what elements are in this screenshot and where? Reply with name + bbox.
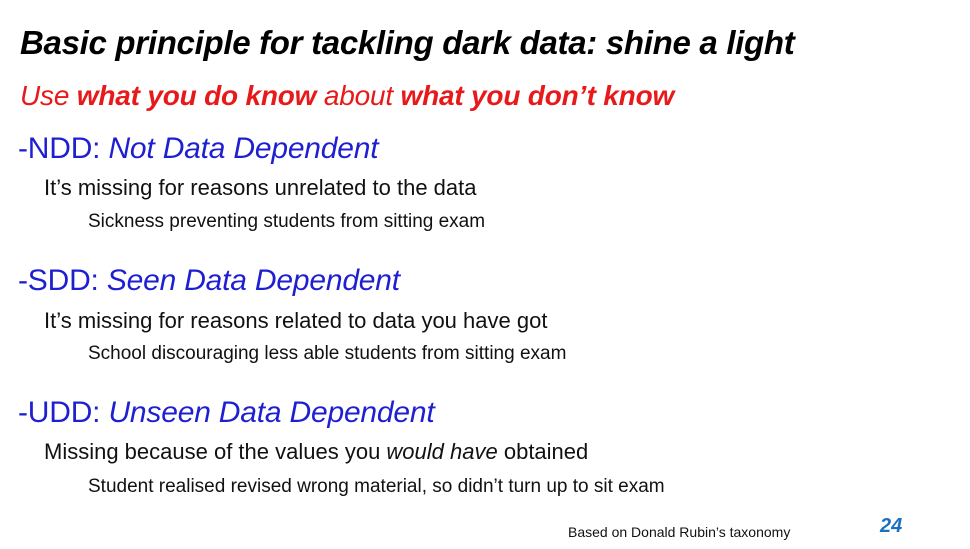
sdd-prefix: -SDD: [18, 264, 107, 297]
ndd-name: Not Data Dependent [108, 132, 379, 165]
udd-name: Unseen Data Dependent [108, 396, 435, 429]
footer-note: Based on Donald Rubin’s taxonomy [568, 524, 791, 540]
udd-description-text-2: obtained [497, 439, 589, 464]
udd-description-emphasis: would have [386, 439, 498, 464]
ndd-example: Sickness preventing students from sittin… [88, 211, 486, 232]
ndd-heading: -NDD: Not Data Dependent [18, 132, 379, 166]
slide-subtitle: Use what you do know about what you don’… [20, 80, 674, 112]
subtitle-text-1: Use [20, 80, 77, 111]
sdd-example: School discouraging less able students f… [88, 343, 567, 364]
udd-description: Missing because of the values you would … [44, 439, 588, 465]
udd-example: Student realised revised wrong material,… [88, 476, 665, 497]
ndd-prefix: -NDD: [18, 132, 109, 165]
udd-heading: -UDD: Unseen Data Dependent [18, 396, 435, 430]
udd-prefix: -UDD: [18, 396, 109, 429]
slide-title: Basic principle for tackling dark data: … [20, 24, 795, 61]
sdd-heading: -SDD: Seen Data Dependent [18, 264, 400, 298]
sdd-description: It’s missing for reasons related to data… [44, 308, 548, 333]
subtitle-text-2: about [316, 80, 401, 111]
subtitle-emphasis-1: what you do know [76, 80, 317, 111]
subtitle-emphasis-2: what you don’t know [400, 80, 675, 111]
ndd-description: It’s missing for reasons unrelated to th… [44, 175, 477, 200]
sdd-name: Seen Data Dependent [106, 264, 400, 297]
udd-description-text-1: Missing because of the values you [44, 439, 387, 464]
page-number: 24 [880, 515, 903, 537]
